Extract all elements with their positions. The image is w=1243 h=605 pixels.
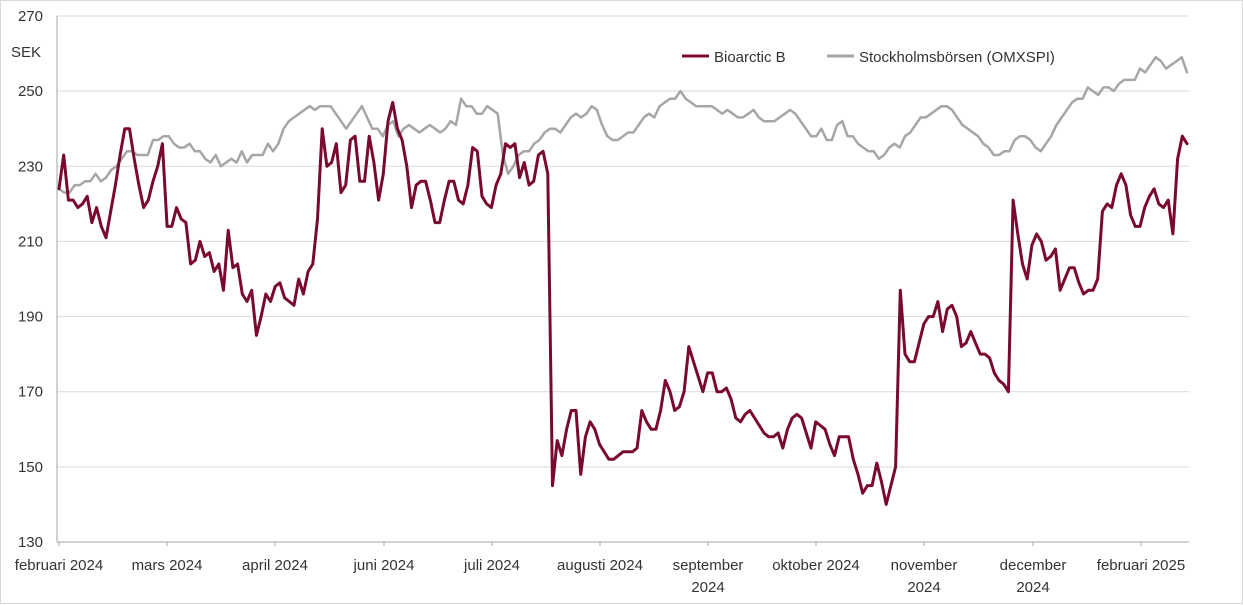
legend-label-bioarctic: Bioarctic B xyxy=(714,49,786,66)
x-tick-label: februari 2024 xyxy=(15,557,103,574)
x-tick-label: juli 2024 xyxy=(463,557,520,574)
y-tick-label: 210 xyxy=(18,233,43,250)
x-tick-label: augusti 2024 xyxy=(557,557,643,574)
x-tick-label: 2024 xyxy=(907,579,940,596)
x-tick-label: april 2024 xyxy=(242,557,308,574)
y-tick-label: 130 xyxy=(18,534,43,551)
x-tick-label: 2024 xyxy=(1016,579,1049,596)
y-axis-unit-label: SEK xyxy=(11,44,41,61)
legend-label-omxspi: Stockholmsbörsen (OMXSPI) xyxy=(859,49,1055,66)
y-tick-label: 150 xyxy=(18,459,43,476)
y-tick-label: 250 xyxy=(18,83,43,100)
x-tick-label: mars 2024 xyxy=(132,557,203,574)
y-tick-label: 190 xyxy=(18,309,43,326)
x-tick-label: november xyxy=(891,557,958,574)
gridlines xyxy=(56,15,1189,543)
x-axis-ticks: februari 2024 mars 2024 april 2024 juni 202… xyxy=(15,542,1185,596)
y-tick-label: 170 xyxy=(18,384,43,401)
y-tick-label: 270 xyxy=(18,8,43,25)
series-lines xyxy=(57,56,1189,506)
y-tick-label: 230 xyxy=(18,158,43,175)
legend: Bioarctic B Stockholmsbörsen (OMXSPI) xyxy=(682,49,1055,66)
x-tick-label: september xyxy=(673,557,744,574)
y-axis-ticks: 130 150 170 190 210 230 250 270 xyxy=(18,8,43,551)
series-line-omxspi xyxy=(57,56,1189,194)
x-tick-label: februari 2025 xyxy=(1097,557,1185,574)
x-tick-label: december xyxy=(1000,557,1067,574)
x-tick-label: 2024 xyxy=(691,579,724,596)
series-line-bioarctic xyxy=(57,100,1189,506)
x-tick-label: juni 2024 xyxy=(353,557,415,574)
x-tick-label: oktober 2024 xyxy=(772,557,860,574)
